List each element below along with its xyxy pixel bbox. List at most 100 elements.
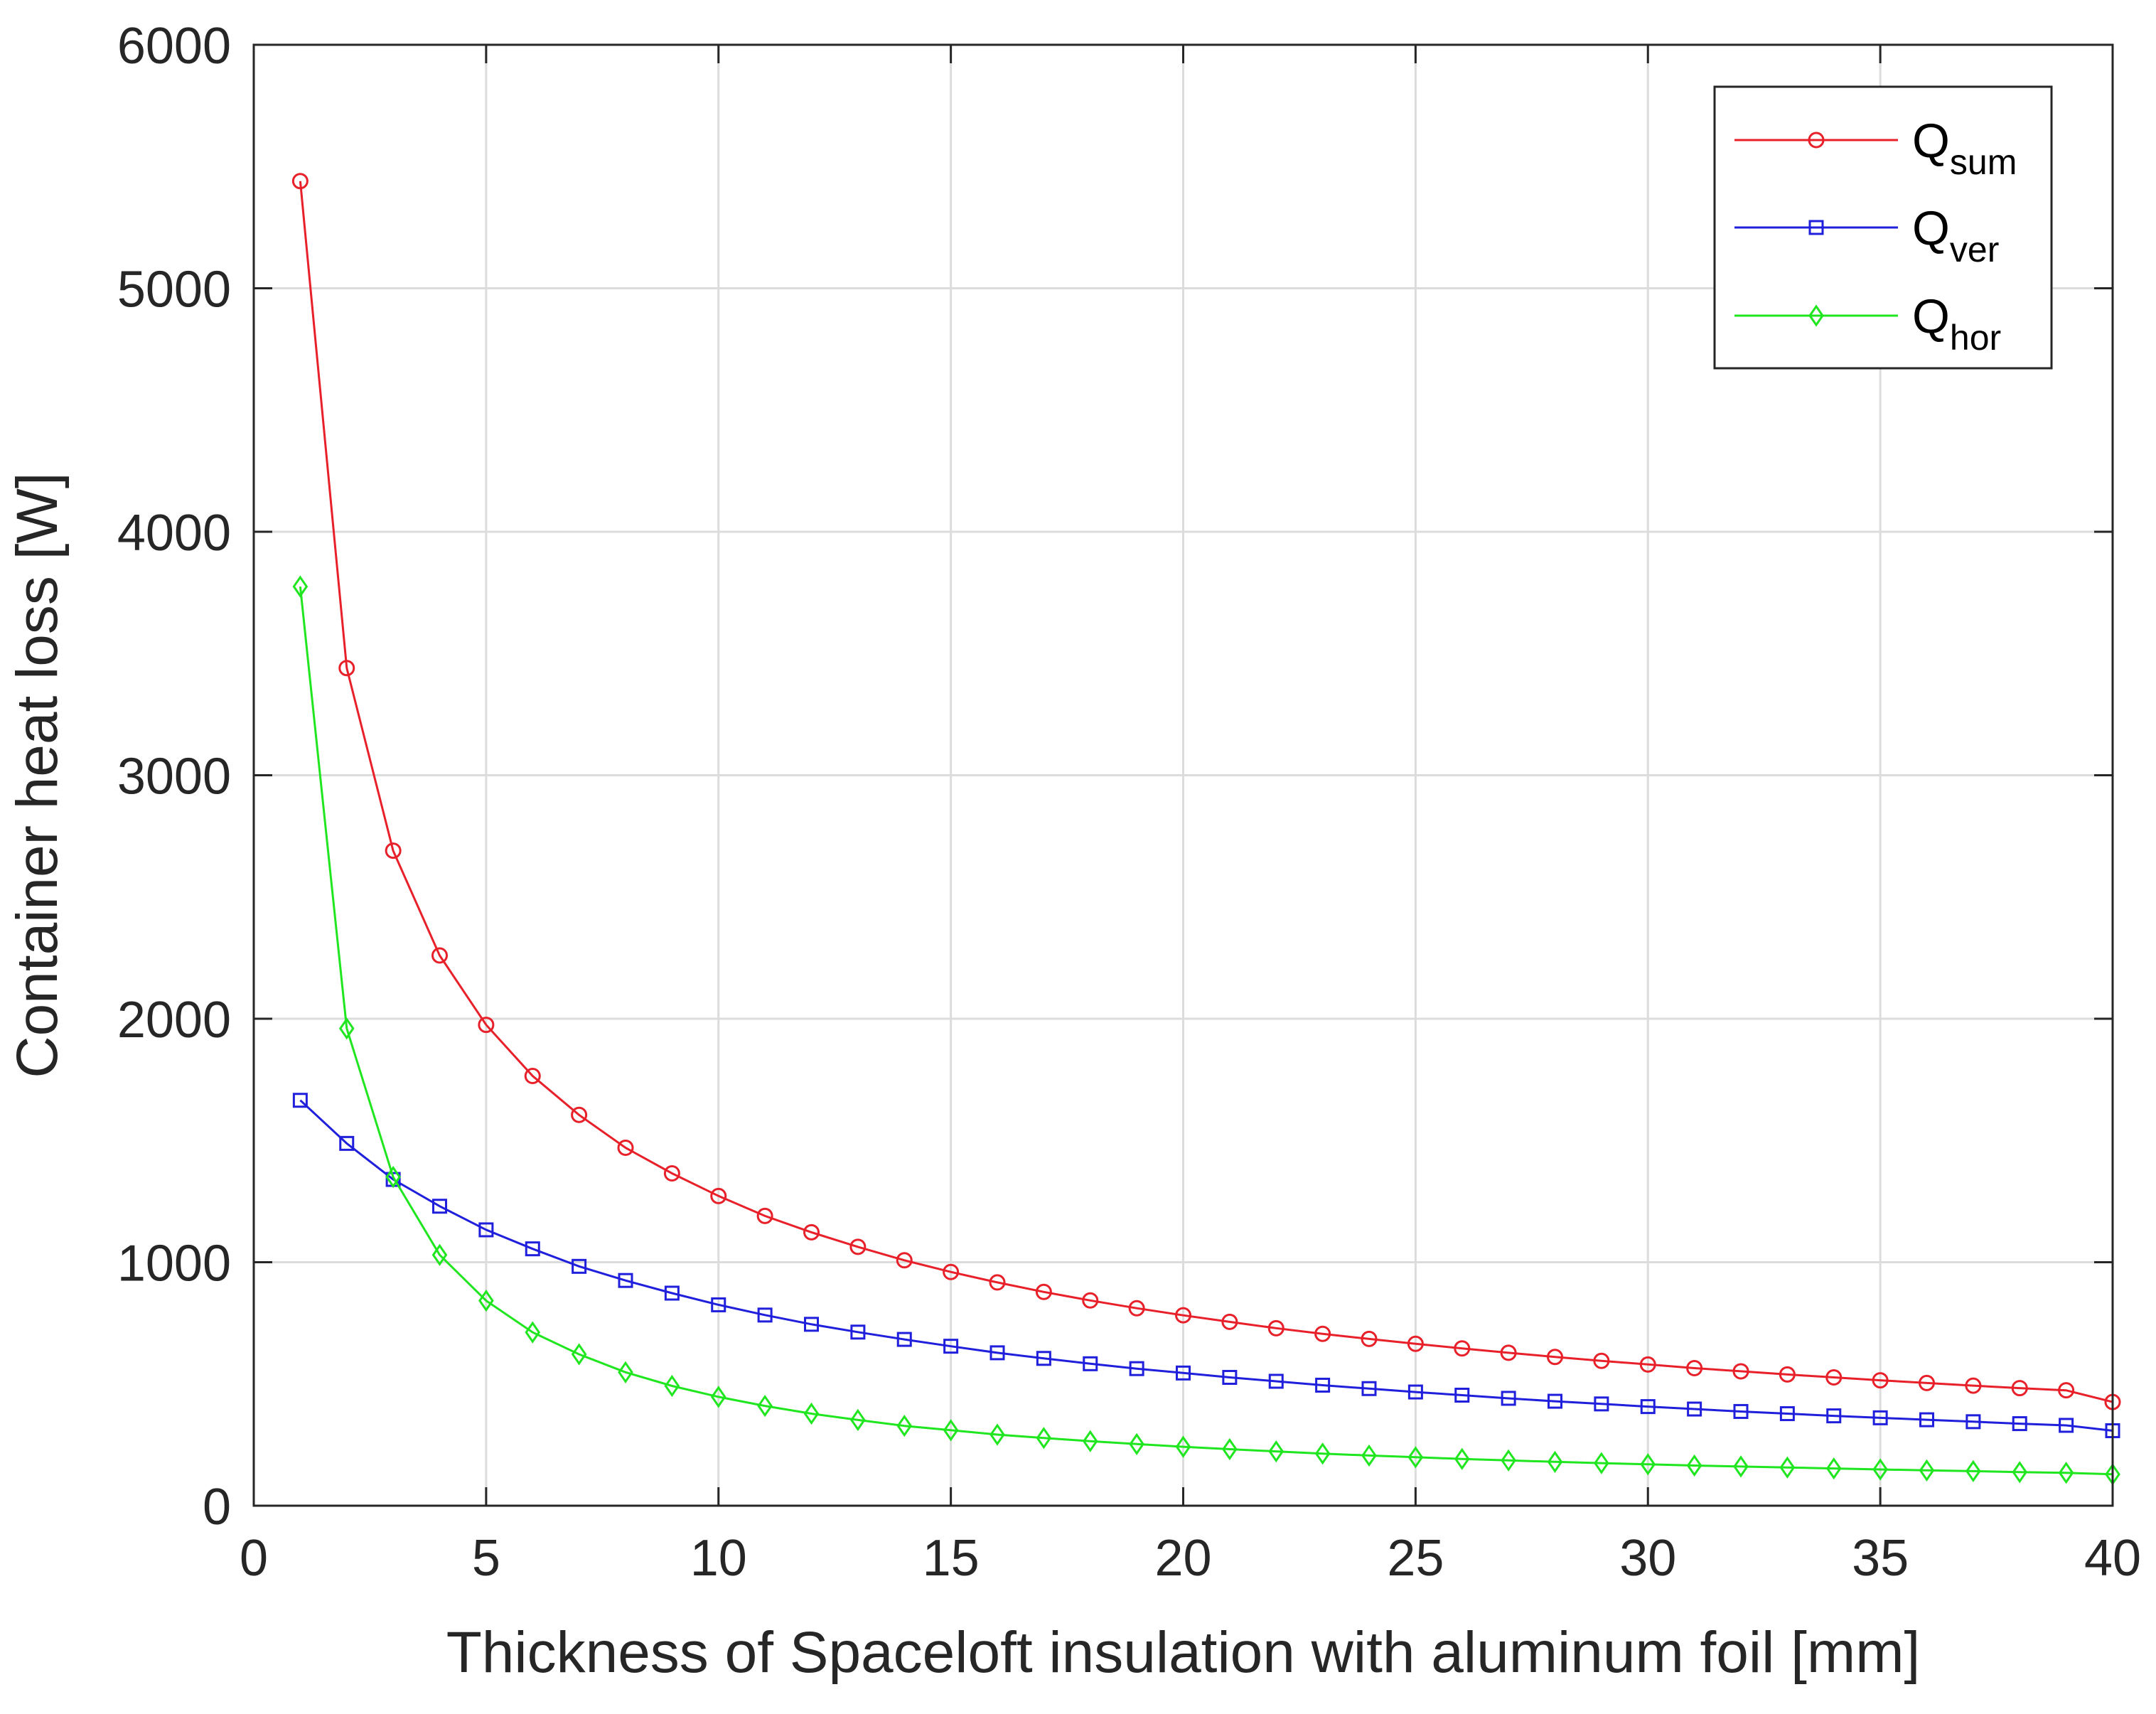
data-point-ver <box>804 1317 819 1332</box>
x-tick-label: 15 <box>923 1530 980 1587</box>
data-point-ver <box>1129 1361 1144 1376</box>
data-point-hor <box>1222 1437 1238 1461</box>
x-tick-label: 25 <box>1387 1530 1444 1587</box>
series-layer <box>291 173 2121 1486</box>
data-point-ver <box>989 1345 1005 1361</box>
data-point-hor <box>1779 1456 1796 1479</box>
data-point-sum <box>1454 1340 1471 1357</box>
x-tick-label: 35 <box>1852 1530 1909 1587</box>
y-axis-label: Container heat loss [W] <box>5 472 70 1078</box>
data-point-hor <box>431 1243 448 1266</box>
data-point-hor <box>1082 1430 1098 1452</box>
data-point-hor <box>1919 1459 1935 1482</box>
legend-entry-sum: Qsum <box>1734 114 2017 182</box>
data-point-hor <box>1547 1450 1563 1473</box>
data-point-sum <box>2058 1382 2075 1399</box>
data-point-hor <box>1454 1447 1470 1470</box>
data-point-hor <box>292 575 309 598</box>
series-hor <box>292 575 2120 1486</box>
legend-label-hor: Qhor <box>1912 289 2001 358</box>
data-point-ver <box>478 1222 494 1238</box>
data-point-ver <box>1594 1396 1609 1412</box>
axis-ticks: 0 5 10 15 20 25 30 35 40 0 1000 2000 3000 4000 5000 600… <box>117 18 2141 1587</box>
data-point-ver <box>1779 1406 1795 1422</box>
legend-marker-ver <box>1808 220 1824 235</box>
data-point-ver <box>1548 1393 1562 1409</box>
series-line-ver <box>299 1099 2113 1432</box>
legend-marker-hor <box>1808 304 1824 327</box>
data-point-hor <box>989 1423 1005 1446</box>
data-point-sum <box>943 1263 960 1280</box>
data-point-sum <box>989 1274 1006 1291</box>
data-point-hor <box>1129 1432 1144 1455</box>
data-point-sum <box>1314 1325 1331 1342</box>
data-point-ver <box>572 1258 587 1274</box>
data-point-hor <box>850 1408 866 1432</box>
data-point-hor <box>803 1402 820 1425</box>
legend-label-main: Q <box>1912 114 1950 168</box>
legend-label-main: Q <box>1912 201 1950 255</box>
data-point-hor <box>1268 1440 1285 1463</box>
data-point-ver <box>1826 1408 1842 1424</box>
data-point-sum <box>803 1223 820 1241</box>
x-tick-label: 10 <box>690 1530 747 1587</box>
data-point-ver <box>1036 1351 1051 1366</box>
data-point-sum <box>1082 1292 1099 1309</box>
data-point-ver <box>1919 1412 1934 1428</box>
data-point-sum <box>1175 1307 1191 1324</box>
data-point-ver <box>711 1297 726 1312</box>
data-point-sum <box>1919 1374 1935 1391</box>
data-point-hor <box>385 1165 401 1189</box>
data-point-sum <box>1128 1300 1145 1317</box>
data-point-ver <box>618 1273 633 1288</box>
data-point-ver <box>1361 1381 1377 1396</box>
data-point-sum <box>1965 1377 1982 1394</box>
data-point-hor <box>1686 1454 1702 1477</box>
data-point-sum <box>710 1187 727 1204</box>
legend-label-main: Q <box>1912 289 1950 343</box>
series-sum <box>291 173 2121 1410</box>
y-tick-label: 5000 <box>117 262 231 318</box>
data-point-sum <box>431 947 448 964</box>
data-point-sum <box>478 1017 495 1034</box>
data-point-sum <box>617 1140 634 1157</box>
data-point-ver <box>757 1307 773 1323</box>
data-point-ver <box>1965 1414 1981 1430</box>
data-point-ver <box>1687 1401 1702 1417</box>
data-point-sum <box>2011 1380 2028 1397</box>
data-point-ver <box>1222 1370 1238 1386</box>
data-point-ver <box>1407 1384 1423 1400</box>
x-tick-label: 20 <box>1154 1530 1211 1587</box>
data-point-sum <box>1686 1359 1703 1376</box>
series-ver <box>292 1093 2120 1439</box>
data-point-ver <box>943 1339 959 1354</box>
data-point-ver <box>1083 1356 1098 1371</box>
data-point-ver <box>1268 1373 1284 1389</box>
data-point-sum <box>1500 1344 1517 1361</box>
data-point-hor <box>1594 1452 1609 1474</box>
data-point-sum <box>1361 1330 1378 1347</box>
data-point-sum <box>1035 1283 1052 1300</box>
data-point-sum <box>1221 1313 1238 1330</box>
legend-marker-sum <box>1808 132 1825 149</box>
data-point-sum <box>896 1252 913 1269</box>
data-point-hor <box>1036 1427 1052 1450</box>
legend-entry-hor: Qhor <box>1734 289 2001 358</box>
data-point-sum <box>524 1067 541 1084</box>
data-point-hor <box>1175 1435 1191 1458</box>
data-point-ver <box>525 1241 540 1257</box>
data-point-sum <box>1267 1319 1285 1337</box>
series-line-hor <box>299 586 2113 1476</box>
data-point-hor <box>2012 1461 2028 1484</box>
data-point-sum <box>291 173 309 190</box>
data-point-sum <box>756 1207 773 1224</box>
data-point-hor <box>1314 1442 1331 1465</box>
data-point-ver <box>2012 1416 2027 1432</box>
data-point-hor <box>1825 1457 1842 1480</box>
data-point-sum <box>571 1106 588 1123</box>
data-point-sum <box>849 1238 867 1255</box>
data-point-hor <box>896 1415 913 1437</box>
data-point-hor <box>1733 1455 1749 1478</box>
